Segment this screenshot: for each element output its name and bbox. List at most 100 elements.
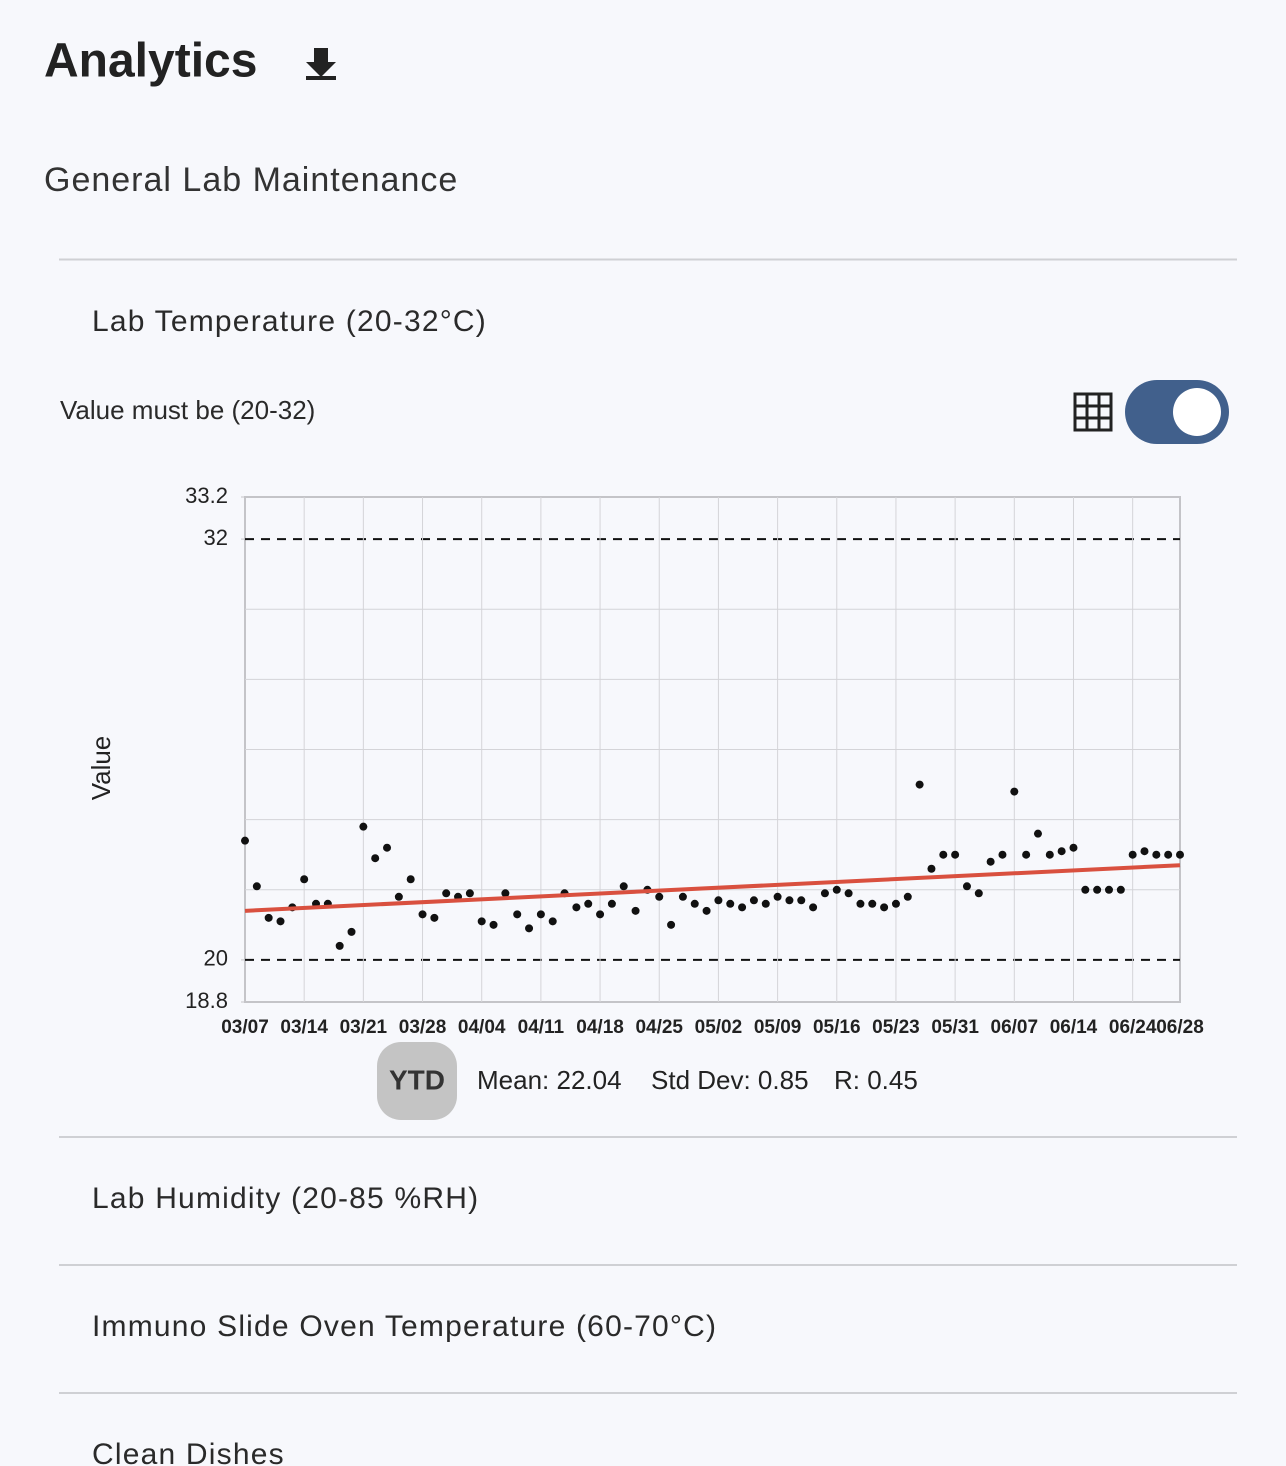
x-tick-label: 06/24	[1109, 1017, 1157, 1038]
data-point	[667, 920, 676, 929]
data-point	[1010, 787, 1019, 796]
data-point	[749, 896, 758, 905]
data-point	[631, 906, 640, 915]
y-axis-label: Value	[86, 736, 116, 801]
data-point	[1057, 847, 1066, 856]
data-point	[761, 899, 770, 908]
data-point	[300, 875, 309, 884]
data-point	[891, 899, 900, 908]
data-point	[986, 857, 995, 866]
x-tick-label: 03/21	[340, 1017, 388, 1038]
panel-subtitle: Value must be (20-32)	[60, 395, 315, 425]
x-tick-label: 06/07	[991, 1017, 1039, 1038]
data-point	[962, 882, 971, 891]
data-point	[974, 889, 983, 898]
data-point	[465, 889, 474, 898]
data-point	[584, 899, 593, 908]
data-point	[915, 780, 924, 789]
table-view-button[interactable]	[1073, 392, 1113, 432]
data-point	[489, 920, 498, 929]
section-title: General Lab Maintenance	[44, 161, 458, 199]
trend-line	[244, 863, 1181, 913]
data-point	[619, 882, 628, 891]
data-point	[442, 889, 451, 898]
data-point	[513, 910, 522, 919]
data-point	[359, 822, 368, 831]
data-point	[797, 896, 806, 905]
data-point	[773, 892, 782, 901]
x-tick-label: 05/02	[695, 1017, 743, 1038]
data-point	[1093, 885, 1102, 894]
data-point	[939, 850, 948, 859]
stat-mean: Mean: 22.04	[477, 1065, 622, 1095]
data-point	[572, 903, 581, 912]
data-point	[335, 941, 344, 950]
page-title: Analytics	[44, 35, 257, 88]
download-button[interactable]	[306, 48, 336, 80]
data-point	[525, 924, 534, 933]
data-point	[844, 889, 853, 898]
data-point	[383, 843, 392, 852]
data-point	[418, 910, 427, 919]
data-point	[430, 913, 439, 922]
data-point	[252, 882, 261, 891]
data-point	[1164, 850, 1173, 859]
panel-title[interactable]: Immuno Slide Oven Temperature (60-70°C)	[92, 1310, 717, 1343]
data-point	[880, 903, 889, 912]
data-point	[726, 899, 735, 908]
x-tick-label: 05/16	[813, 1017, 861, 1038]
x-tick-label: 06/14	[1050, 1017, 1098, 1038]
data-point	[714, 896, 723, 905]
data-point	[536, 910, 545, 919]
data-point	[406, 875, 415, 884]
data-point	[1033, 829, 1042, 838]
data-point	[477, 917, 486, 926]
data-point	[1140, 847, 1149, 856]
data-point	[548, 917, 557, 926]
chart-toggle[interactable]	[1125, 380, 1229, 444]
x-tick-label: 04/11	[518, 1017, 565, 1038]
data-point	[347, 927, 356, 936]
data-point	[903, 892, 912, 901]
chart: 18.8 20 32 33.2 03/07 03/14 03/21 03/28 04/04 04/…	[86, 483, 1204, 1038]
data-point	[1022, 850, 1031, 859]
data-point	[276, 917, 285, 926]
data-point	[856, 899, 865, 908]
data-point	[1069, 843, 1078, 852]
data-point	[690, 899, 699, 908]
data-point	[785, 896, 794, 905]
x-tick-label: 05/31	[931, 1017, 979, 1038]
x-tick-label: 05/09	[754, 1017, 802, 1038]
data-point	[820, 889, 829, 898]
panel-title[interactable]: Clean Dishes	[92, 1438, 285, 1466]
data-point	[394, 892, 403, 901]
data-point	[927, 864, 936, 873]
data-point	[1152, 850, 1161, 859]
panel-title[interactable]: Lab Temperature (20-32°C)	[92, 305, 487, 338]
x-tick-label: 05/23	[872, 1017, 920, 1038]
stat-r: R: 0.45	[834, 1065, 918, 1095]
data-point	[998, 850, 1007, 859]
y-tick-label: 32	[204, 525, 228, 550]
data-point	[1128, 850, 1137, 859]
x-tick-label: 03/07	[221, 1017, 269, 1038]
panel-title[interactable]: Lab Humidity (20-85 %RH)	[92, 1182, 479, 1215]
data-point	[702, 906, 711, 915]
data-point	[1116, 885, 1125, 894]
chip-label: YTD	[389, 1064, 445, 1095]
data-point	[596, 910, 605, 919]
y-tick-label: 33.2	[185, 483, 228, 508]
x-tick-label: 03/28	[399, 1017, 447, 1038]
data-point	[809, 903, 818, 912]
y-tick-label: 20	[204, 946, 228, 971]
data-point	[678, 892, 687, 901]
ytd-chip[interactable]: YTD	[377, 1042, 457, 1120]
x-tick-label: 03/14	[280, 1017, 328, 1038]
x-tick-label: 04/18	[576, 1017, 624, 1038]
data-point	[1081, 885, 1090, 894]
data-point	[1045, 850, 1054, 859]
data-point	[371, 854, 380, 863]
data-point	[832, 885, 841, 894]
y-tick-label: 18.8	[185, 988, 228, 1013]
